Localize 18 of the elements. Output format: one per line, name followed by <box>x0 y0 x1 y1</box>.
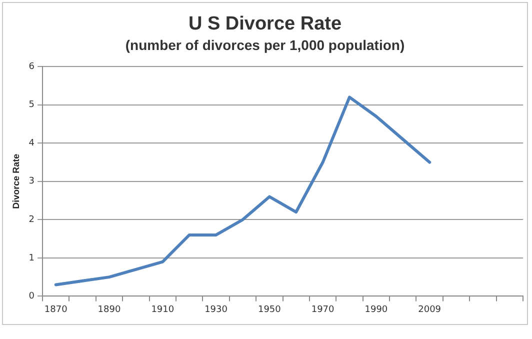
x-tick-label: 1930 <box>204 304 228 315</box>
x-tick-label: 1910 <box>151 304 174 315</box>
y-tick-label: 6 <box>28 62 35 72</box>
x-tick-label: 2009 <box>418 304 442 315</box>
y-tick-label: 5 <box>28 100 35 110</box>
chart-subtitle: (number of divorces per 1,000 population) <box>125 37 405 54</box>
x-tick-label: 1950 <box>258 304 282 315</box>
x-tick-label: 1870 <box>44 304 68 315</box>
y-tick-label: 2 <box>28 215 35 226</box>
y-tick-label: 0 <box>28 292 35 302</box>
y-axis-title: Divorce Rate <box>10 154 21 209</box>
chart-title: U S Divorce Rate <box>188 14 342 35</box>
x-tick-label: 1990 <box>364 304 388 315</box>
y-tick-label: 1 <box>28 253 35 264</box>
y-tick-label: 4 <box>28 138 35 148</box>
x-tick-label: 1970 <box>311 304 335 315</box>
y-tick-label: 3 <box>28 176 35 187</box>
x-tick-label: 1890 <box>98 304 121 315</box>
